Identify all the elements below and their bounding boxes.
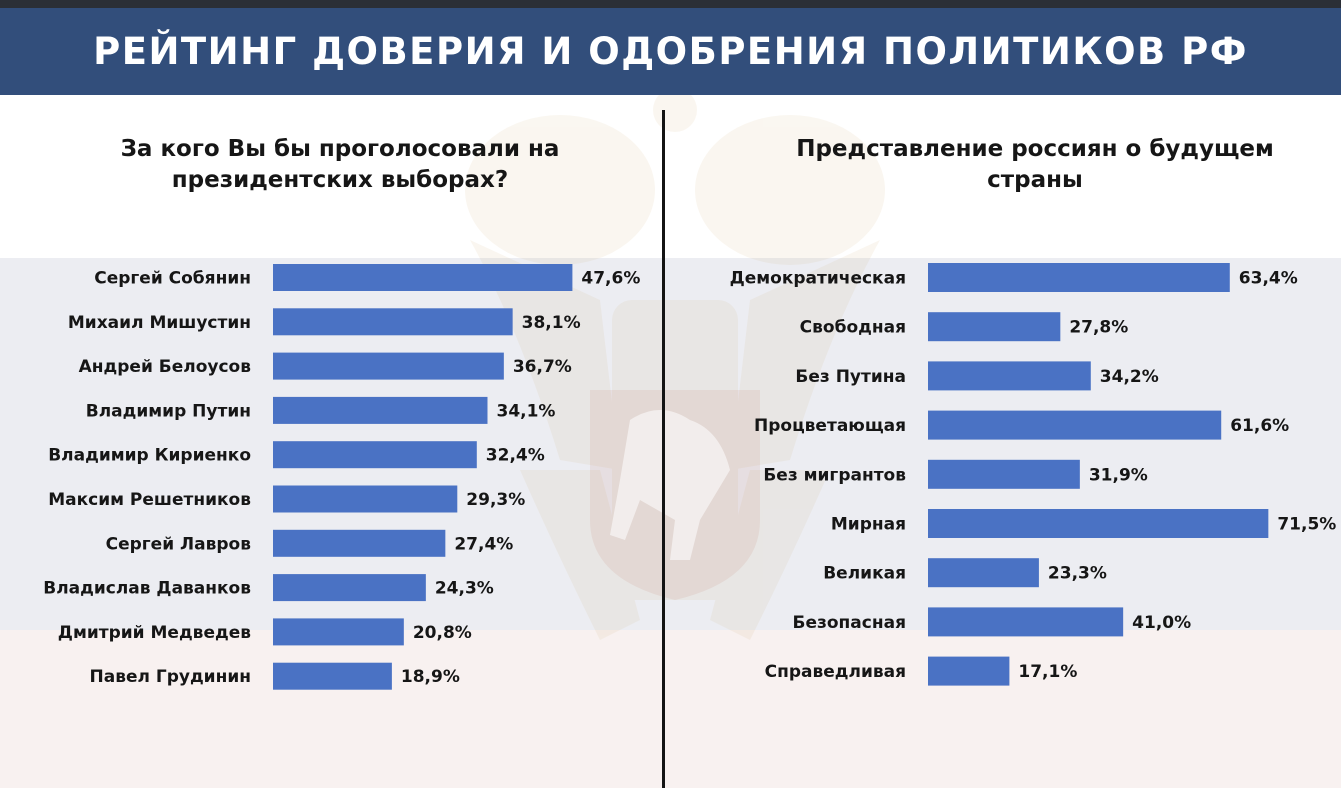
left-category-label: Михаил Мишустин (68, 313, 251, 333)
page-title: РЕЙТИНГ ДОВЕРИЯ И ОДОБРЕНИЯ ПОЛИТИКОВ РФ (93, 30, 1248, 73)
left-value-label: 18,9% (401, 667, 460, 687)
left-category-label: Максим Решетников (48, 490, 251, 510)
left-category-label: Владислав Даванков (43, 579, 251, 599)
right-bar (928, 459, 1080, 489)
background-band-red (0, 630, 1341, 788)
panel-divider (662, 110, 665, 788)
left-value-label: 24,3% (435, 579, 494, 599)
left-value-label: 27,4% (454, 534, 513, 554)
right-value-label: 34,2% (1100, 367, 1159, 387)
left-value-label: 47,6% (581, 269, 640, 289)
left-bar (273, 308, 513, 336)
left-bar (273, 529, 446, 557)
right-bar (928, 656, 1010, 686)
right-category-label: Процветающая (754, 416, 906, 436)
left-bar (273, 485, 458, 513)
right-bar (928, 607, 1124, 637)
left-value-label: 20,8% (413, 623, 472, 643)
left-category-label: Дмитрий Медведев (58, 623, 251, 643)
left-chart-title-line-2: президентских выборах? (171, 167, 509, 193)
right-category-label: Без мигрантов (763, 465, 906, 485)
left-bar (273, 264, 573, 291)
right-bar (928, 312, 1061, 342)
left-category-label: Павел Грудинин (90, 667, 251, 687)
right-category-label: Без Путина (795, 367, 906, 387)
right-value-label: 31,9% (1089, 465, 1148, 485)
right-bar (928, 509, 1269, 538)
left-value-label: 38,1% (522, 313, 581, 333)
right-value-label: 61,6% (1230, 416, 1289, 436)
background-band-white (0, 95, 1341, 258)
left-bar (273, 441, 477, 469)
right-value-label: 27,8% (1069, 318, 1128, 338)
right-value-label: 17,1% (1018, 662, 1077, 682)
right-value-label: 63,4% (1239, 269, 1298, 289)
right-category-label: Свободная (800, 318, 906, 338)
left-chart-title-line-1: За кого Вы бы проголосовали на (120, 136, 560, 162)
right-chart-title-line-2: страны (987, 167, 1083, 193)
left-bar (273, 662, 392, 690)
right-chart-title: Представление россиян о будущем страны (740, 134, 1330, 196)
left-bar (273, 396, 488, 424)
top-accent-line (0, 0, 1341, 8)
left-value-label: 34,1% (496, 401, 555, 421)
right-category-label: Справедливая (765, 662, 906, 682)
right-bar (928, 410, 1222, 440)
left-value-label: 36,7% (513, 357, 572, 377)
right-value-label: 71,5% (1277, 515, 1336, 535)
left-value-label: 29,3% (466, 490, 525, 510)
right-bar (928, 558, 1039, 588)
left-chart-title: За кого Вы бы проголосовали на президент… (60, 134, 620, 196)
right-value-label: 23,3% (1048, 564, 1107, 584)
left-category-label: Сергей Собянин (94, 269, 251, 289)
right-value-label: 41,0% (1132, 613, 1191, 633)
right-chart-title-line-1: Представление россиян о будущем (796, 136, 1274, 162)
header-banner: РЕЙТИНГ ДОВЕРИЯ И ОДОБРЕНИЯ ПОЛИТИКОВ РФ (0, 8, 1341, 95)
left-bar (273, 574, 426, 602)
left-value-label: 32,4% (486, 446, 545, 466)
left-category-label: Владимир Путин (86, 401, 251, 421)
left-category-label: Андрей Белоусов (79, 357, 252, 377)
left-bar (273, 618, 404, 646)
right-category-label: Великая (823, 564, 906, 584)
left-category-label: Владимир Кириенко (48, 446, 251, 466)
right-category-label: Мирная (831, 515, 906, 535)
right-category-label: Демократическая (730, 269, 906, 289)
right-bar (928, 263, 1230, 292)
left-category-label: Сергей Лавров (106, 534, 252, 554)
right-category-label: Безопасная (793, 613, 906, 633)
left-bar (273, 352, 504, 380)
right-bar (928, 361, 1091, 391)
